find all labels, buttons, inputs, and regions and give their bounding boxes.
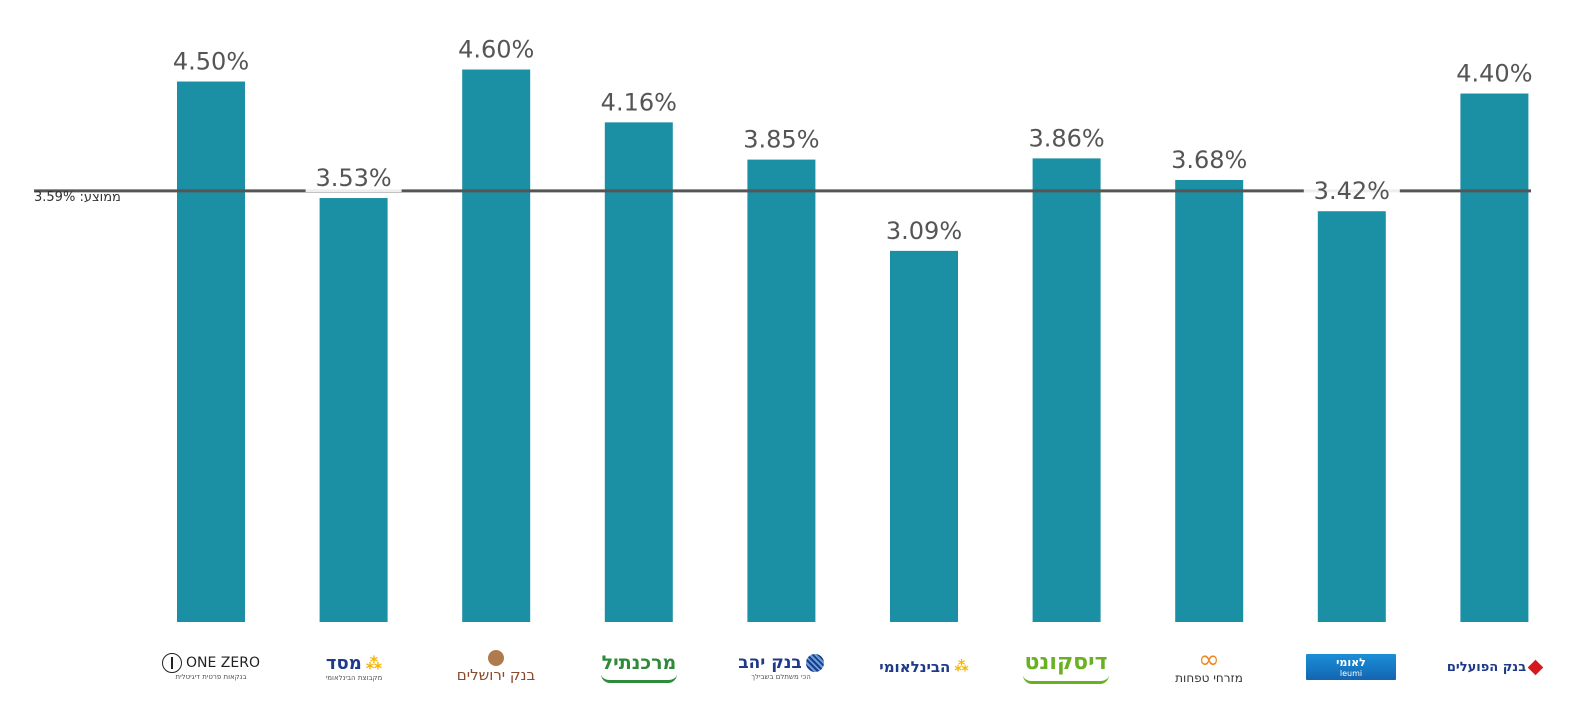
value-label-3: 4.60% xyxy=(458,36,534,64)
bar-7 xyxy=(1032,158,1101,622)
value-label-bg-9 xyxy=(1303,177,1400,206)
value-label-1: 4.50% xyxy=(173,48,249,76)
value-label-bg-1 xyxy=(163,47,259,76)
value-label-bg-3 xyxy=(448,35,545,64)
mercantile-swoosh-icon xyxy=(601,674,677,683)
bar-3 xyxy=(462,69,531,622)
value-label-6: 3.09% xyxy=(886,217,962,245)
masad-icon: ⁂ xyxy=(365,653,383,673)
logo-discount: דיסקונט xyxy=(1006,644,1126,690)
bar-5 xyxy=(747,159,816,623)
hapoalim-diamond-icon xyxy=(1527,659,1544,675)
value-label-5: 3.85% xyxy=(743,126,819,154)
logo-bank-hapoalim: בנק הפועלים xyxy=(1434,644,1554,690)
jerusalem-icon xyxy=(488,650,504,666)
bar-9 xyxy=(1317,211,1386,623)
value-label-4: 4.16% xyxy=(601,88,677,116)
bar-2 xyxy=(319,198,388,622)
yahav-globe-icon xyxy=(805,654,824,672)
value-label-9: 3.42% xyxy=(1314,177,1390,205)
logo-mizrahi-tefahot: ∞ מזרחי טפחות xyxy=(1175,645,1243,685)
one-zero-icon xyxy=(162,653,182,673)
bar-10 xyxy=(1460,93,1529,622)
bar-1 xyxy=(177,81,245,623)
value-label-bg-6 xyxy=(876,216,972,245)
value-label-10: 4.40% xyxy=(1456,60,1532,88)
value-label-bg-5 xyxy=(733,125,830,154)
international-icon: ⁂ xyxy=(954,659,969,675)
value-label-bg-2 xyxy=(305,164,402,193)
logo-leumi: לאומי leumi xyxy=(1291,644,1411,690)
value-label-bg-7 xyxy=(1018,124,1115,153)
logo-masad: מסד ⁂ מקבוצת הבינלאומי xyxy=(325,652,383,682)
bar-6 xyxy=(890,250,958,622)
logo-mercantile: מרכנתיל xyxy=(579,644,699,690)
average-label: ממוצע: 3.59% xyxy=(34,190,121,205)
value-label-bg-10 xyxy=(1446,59,1543,88)
value-label-bg-4 xyxy=(590,88,687,117)
value-label-bg-8 xyxy=(1161,146,1258,175)
bar-4 xyxy=(604,122,673,622)
value-label-7: 3.86% xyxy=(1028,124,1104,152)
discount-smile-icon xyxy=(1023,675,1109,684)
logo-one-zero: ONE ZERO בנקאות פרטית דיגיטלית xyxy=(151,644,271,690)
bar-8 xyxy=(1175,180,1244,622)
mizrahi-infinity-icon: ∞ xyxy=(1198,645,1220,675)
value-label-8: 3.68% xyxy=(1171,146,1247,174)
logo-international: הבינלאומי ⁂ xyxy=(879,658,969,676)
logo-bank-yahav: בנק יהב הכי משתלם בשבילך xyxy=(721,644,841,690)
value-label-2: 3.53% xyxy=(315,164,391,192)
logo-bank-jerusalem: בנק ירושלים xyxy=(436,644,556,690)
